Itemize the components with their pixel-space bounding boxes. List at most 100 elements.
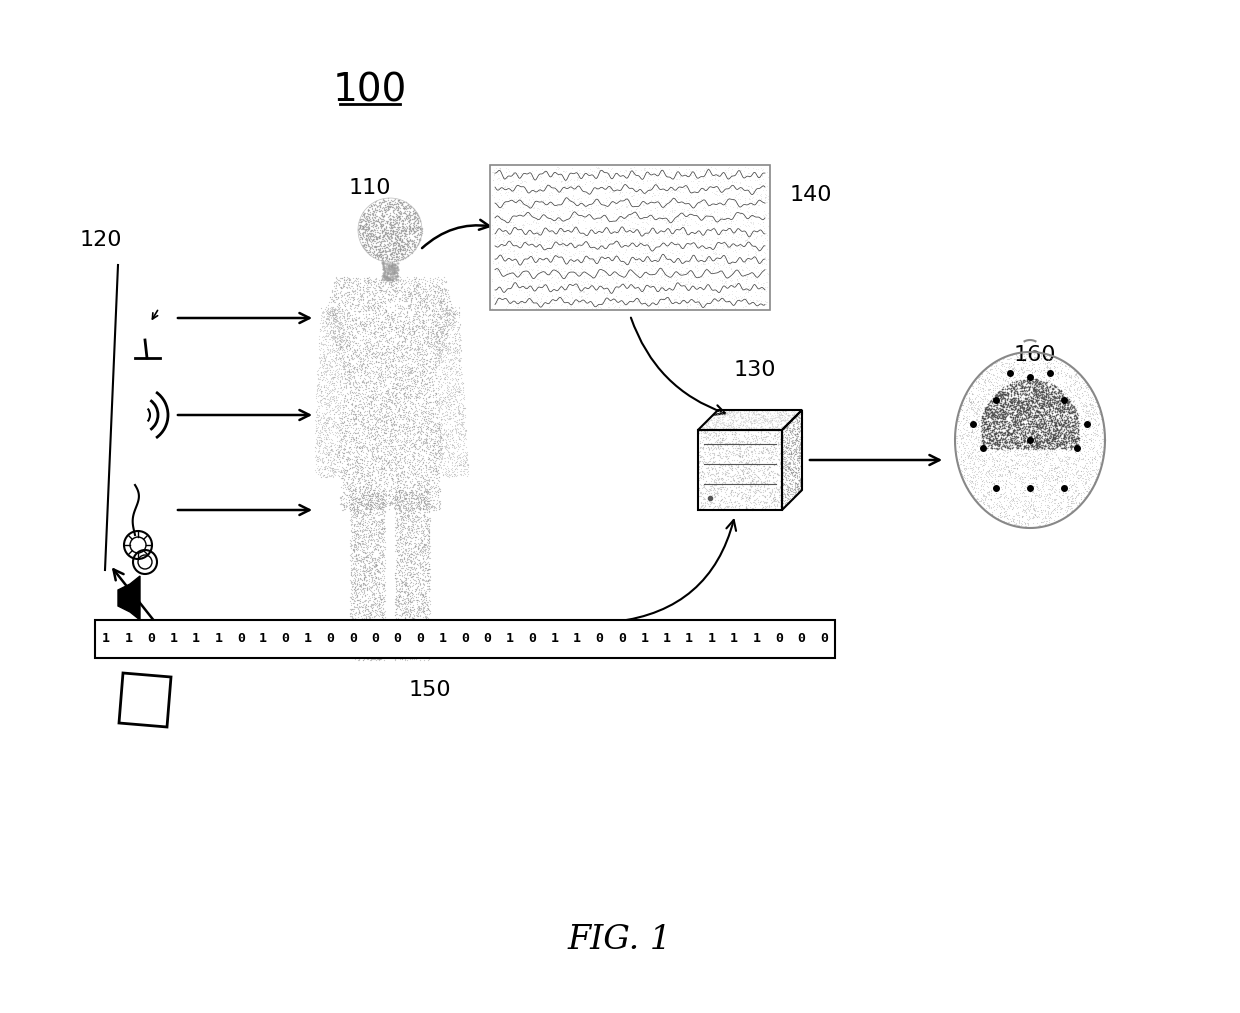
Point	[1025, 403, 1045, 419]
Point	[360, 355, 379, 371]
Point	[1045, 412, 1065, 428]
Point	[1004, 363, 1024, 379]
Point	[353, 486, 373, 502]
Point	[996, 380, 1016, 396]
Point	[342, 610, 362, 626]
Point	[310, 370, 330, 386]
Point	[314, 435, 334, 451]
Point	[373, 243, 393, 259]
Point	[388, 218, 408, 234]
Point	[981, 427, 1001, 444]
Point	[392, 573, 412, 590]
Point	[361, 478, 381, 494]
Point	[773, 403, 792, 419]
Point	[1040, 407, 1060, 423]
Point	[1013, 484, 1033, 500]
Point	[972, 427, 992, 444]
Point	[358, 570, 378, 587]
Point	[386, 441, 405, 457]
Point	[315, 364, 335, 380]
Point	[577, 234, 596, 250]
Point	[361, 355, 381, 371]
Point	[393, 402, 413, 418]
Point	[1009, 473, 1029, 489]
Point	[386, 231, 405, 247]
Point	[331, 435, 351, 451]
Point	[707, 239, 727, 255]
Point	[1063, 393, 1083, 409]
Point	[361, 336, 381, 353]
Point	[379, 428, 399, 445]
Point	[960, 417, 980, 434]
Point	[438, 326, 458, 342]
Point	[439, 446, 459, 462]
Point	[341, 436, 361, 452]
Point	[780, 480, 800, 496]
Point	[317, 374, 337, 390]
Point	[1043, 434, 1063, 450]
Point	[436, 399, 456, 415]
Point	[417, 541, 436, 557]
Point	[392, 519, 412, 535]
Point	[358, 302, 378, 318]
Point	[361, 592, 381, 608]
Point	[776, 439, 796, 455]
Point	[425, 449, 445, 465]
Point	[976, 441, 996, 457]
Point	[453, 406, 472, 422]
Point	[1037, 374, 1056, 390]
Point	[388, 535, 408, 551]
Point	[667, 208, 687, 224]
Point	[430, 430, 450, 446]
Point	[407, 603, 427, 619]
Point	[407, 432, 427, 448]
Point	[353, 420, 373, 437]
Point	[439, 305, 459, 321]
Point	[782, 482, 802, 498]
Point	[410, 411, 430, 427]
Point	[513, 204, 533, 220]
Point	[382, 416, 402, 433]
Point	[352, 597, 372, 613]
Point	[335, 414, 355, 431]
Point	[373, 316, 393, 332]
Point	[981, 424, 1001, 441]
Point	[391, 382, 410, 398]
Point	[397, 220, 417, 236]
Point	[1014, 496, 1034, 513]
Point	[418, 493, 438, 510]
Point	[1006, 442, 1025, 458]
Point	[374, 577, 394, 594]
Point	[630, 235, 650, 251]
Point	[387, 449, 407, 465]
Point	[370, 519, 389, 535]
Point	[347, 626, 367, 642]
Point	[733, 470, 753, 486]
Point	[1029, 403, 1049, 419]
Point	[528, 279, 548, 295]
Point	[985, 405, 1004, 421]
Point	[448, 371, 467, 387]
Point	[389, 403, 409, 419]
Point	[350, 604, 370, 620]
Point	[350, 644, 370, 660]
Point	[361, 406, 381, 422]
Point	[322, 464, 342, 480]
Point	[784, 488, 804, 504]
Point	[454, 457, 474, 473]
Point	[325, 314, 345, 330]
Point	[420, 295, 440, 311]
Point	[450, 329, 470, 345]
Point	[357, 356, 377, 372]
Point	[949, 413, 968, 430]
Point	[436, 357, 456, 373]
Point	[399, 542, 419, 558]
Point	[362, 441, 382, 457]
Point	[966, 472, 986, 488]
Point	[392, 242, 412, 258]
Point	[377, 456, 397, 472]
Point	[348, 644, 368, 660]
Point	[418, 640, 438, 656]
Point	[361, 606, 381, 622]
Point	[319, 448, 339, 464]
